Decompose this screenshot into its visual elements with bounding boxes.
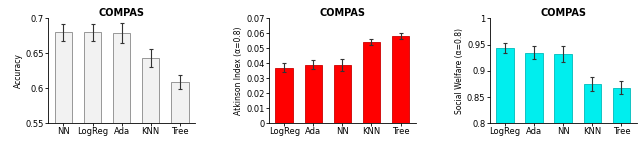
Bar (612, 88, 630, 154)
Bar (392, 36, 410, 123)
Bar (113, 33, 131, 154)
Bar (584, 84, 601, 154)
Bar (142, 58, 159, 154)
Title: COMPAS: COMPAS (99, 8, 145, 18)
Title: COMPAS: COMPAS (319, 8, 365, 18)
Bar (305, 65, 322, 123)
Bar (333, 65, 351, 123)
Bar (275, 68, 293, 123)
Bar (363, 42, 380, 123)
Bar (84, 32, 101, 154)
Bar (54, 32, 72, 154)
Y-axis label: Accuracy: Accuracy (13, 53, 22, 88)
Y-axis label: Atkinson Index (α=0.8): Atkinson Index (α=0.8) (234, 27, 243, 115)
Bar (525, 53, 543, 154)
Y-axis label: Social Welfare (α=0.8): Social Welfare (α=0.8) (455, 28, 464, 114)
Bar (171, 82, 189, 154)
Bar (496, 48, 514, 154)
Title: COMPAS: COMPAS (540, 8, 586, 18)
Bar (554, 54, 572, 154)
